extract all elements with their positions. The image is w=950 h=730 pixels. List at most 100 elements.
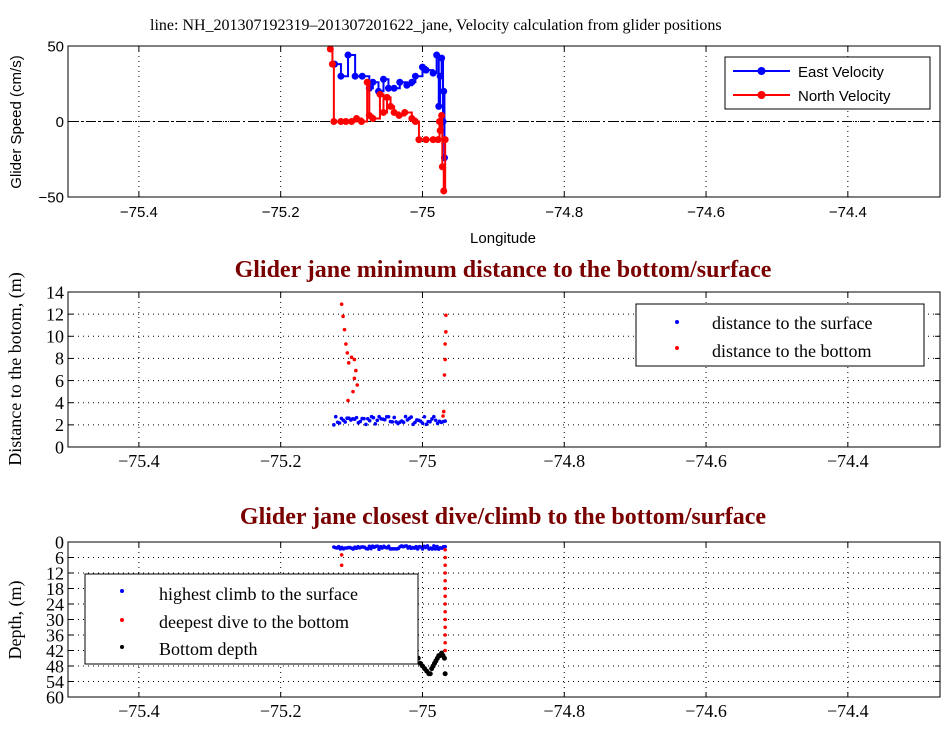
- data-point: [358, 419, 363, 424]
- data-point: [379, 108, 387, 116]
- data-point: [441, 655, 447, 661]
- data-point: [363, 78, 371, 86]
- legend-highest-climb: highest climb to the surface: [159, 584, 358, 604]
- data-point: [344, 51, 352, 59]
- data-point: [435, 544, 439, 549]
- legend-east-velocity: East Velocity: [798, 64, 884, 81]
- x-tick-label: −74.4: [827, 701, 869, 721]
- data-point: [411, 72, 419, 80]
- data-point: [443, 633, 447, 637]
- x-tick-label: −75.2: [262, 204, 300, 221]
- data-point: [435, 118, 443, 125]
- data-point: [371, 415, 376, 420]
- y-tick-label: 50: [47, 38, 64, 55]
- data-point: [443, 586, 447, 591]
- x-tick-label: −74.4: [827, 451, 869, 471]
- x-tick-label: −74.8: [543, 701, 585, 721]
- velocity-panel: −75.4 −75.2 −75 −74.8 −74.6 −74.4 −50 0 50 Longi…: [8, 38, 941, 247]
- data-point: [442, 671, 448, 677]
- distance-title: Glider jane minimum distance to the bott…: [235, 257, 772, 283]
- y-tick-label: 36: [46, 625, 64, 645]
- data-point: [326, 45, 334, 53]
- y-tick-label: 14: [46, 282, 64, 302]
- data-point: [386, 415, 391, 419]
- data-point: [365, 547, 370, 551]
- x-tick-label: −74.8: [543, 451, 585, 471]
- data-point: [443, 342, 447, 346]
- data-point: [392, 415, 397, 420]
- depth-legend: highest climb to the surface deepest div…: [84, 573, 419, 665]
- data-point: [346, 398, 350, 403]
- data-point: [339, 563, 344, 568]
- data-point: [369, 114, 377, 122]
- figure-title: line: NH_201307192319–201307201622_jane,…: [150, 17, 722, 34]
- data-point: [386, 544, 391, 549]
- data-point: [438, 54, 446, 62]
- distance-panel: Glider jane minimum distance to the bott…: [5, 257, 941, 471]
- x-tick-label: −74.4: [829, 204, 867, 221]
- data-point: [441, 409, 446, 414]
- data-point: [443, 578, 447, 583]
- series-0: [332, 544, 447, 552]
- data-point: [343, 420, 347, 424]
- y-tick-label: 0: [55, 532, 64, 552]
- y-tick-label: 8: [55, 349, 64, 369]
- data-point: [443, 571, 447, 575]
- data-point: [436, 127, 444, 135]
- data-point: [351, 389, 355, 394]
- data-point: [443, 640, 447, 645]
- data-point: [422, 415, 427, 419]
- data-point: [379, 75, 387, 83]
- data-point: [443, 648, 447, 653]
- data-point: [413, 420, 417, 425]
- data-point: [355, 383, 360, 387]
- data-point: [390, 84, 398, 92]
- series-1: [339, 302, 448, 418]
- x-tick-label: −75: [408, 451, 436, 471]
- legend-bottom-depth: Bottom depth: [159, 639, 258, 659]
- data-point: [403, 414, 408, 419]
- data-point: [422, 136, 430, 144]
- data-point: [382, 417, 387, 422]
- series-0: [332, 414, 447, 427]
- data-point: [342, 118, 350, 125]
- y-tick-label: 42: [46, 641, 64, 661]
- series-2: [412, 648, 448, 677]
- data-point: [444, 330, 448, 334]
- depth-title: Glider jane closest dive/climb to the bo…: [240, 504, 766, 530]
- data-point: [428, 420, 432, 424]
- data-point: [342, 327, 347, 332]
- data-point: [332, 423, 336, 427]
- data-point: [438, 111, 446, 119]
- data-point: [443, 547, 447, 552]
- data-point: [401, 108, 409, 116]
- data-point: [429, 136, 437, 144]
- data-point: [424, 422, 429, 427]
- data-point: [390, 420, 395, 424]
- y-tick-label: 48: [46, 656, 64, 676]
- data-point: [409, 415, 414, 419]
- data-point: [443, 617, 447, 622]
- y-tick-label: 6: [55, 371, 64, 391]
- x-tick-label: −74.6: [685, 451, 727, 471]
- legend-distance-surface: distance to the surface: [712, 313, 872, 333]
- data-point: [384, 84, 392, 92]
- y-tick-label: 0: [55, 437, 64, 457]
- data-point: [443, 555, 447, 560]
- data-point: [362, 416, 366, 421]
- data-point: [436, 72, 444, 80]
- data-point: [420, 547, 425, 551]
- data-point: [444, 313, 448, 318]
- data-point: [443, 602, 447, 606]
- y-tick-label: 2: [55, 415, 64, 435]
- data-point: [358, 72, 366, 80]
- series-1: [326, 45, 449, 195]
- data-point: [411, 118, 419, 125]
- data-point: [429, 69, 437, 77]
- data-point: [344, 342, 348, 346]
- y-tick-label: 10: [46, 327, 64, 347]
- data-point: [396, 78, 404, 86]
- y-tick-label: 6: [55, 548, 64, 568]
- data-point: [408, 78, 416, 86]
- data-point: [375, 418, 380, 423]
